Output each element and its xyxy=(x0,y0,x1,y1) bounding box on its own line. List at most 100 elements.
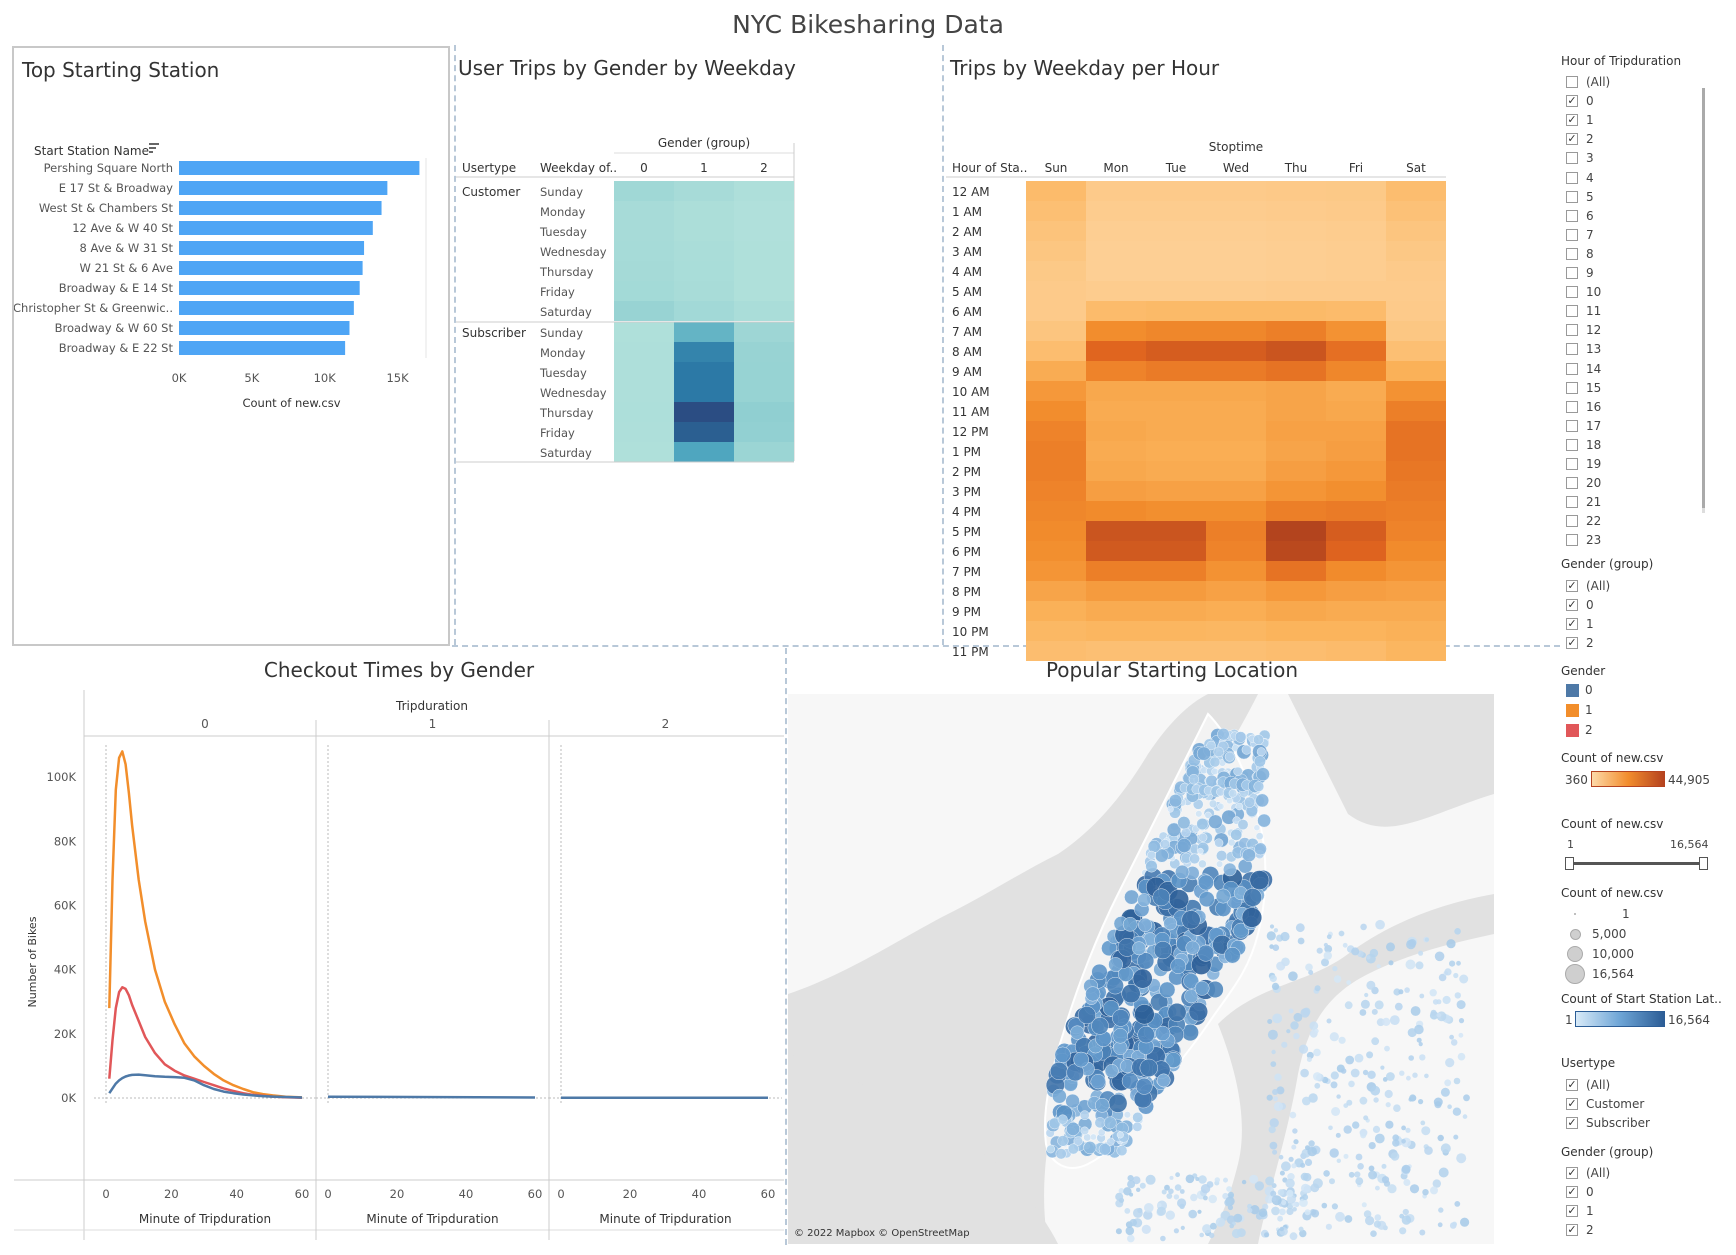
station-dot[interactable] xyxy=(1328,1125,1333,1131)
slider-track[interactable] xyxy=(1570,862,1703,865)
station-dot[interactable] xyxy=(1458,1018,1465,1024)
station-dot[interactable] xyxy=(1085,986,1101,1002)
heatmap-cell[interactable] xyxy=(1326,241,1386,261)
filter-option[interactable]: 12 xyxy=(1566,321,1601,339)
checkbox[interactable] xyxy=(1566,247,1578,260)
station-dot[interactable] xyxy=(1262,1203,1269,1210)
heatmap-cell[interactable] xyxy=(1326,421,1386,441)
station-dot[interactable] xyxy=(1302,1007,1311,1016)
station-dot[interactable] xyxy=(1197,944,1215,962)
station-dot[interactable] xyxy=(1255,793,1270,808)
station-dot[interactable] xyxy=(1160,839,1170,850)
filter-option[interactable]: 15 xyxy=(1566,379,1601,397)
station-dot[interactable] xyxy=(1052,1088,1067,1104)
checkbox[interactable] xyxy=(1566,534,1578,547)
checkbox[interactable] xyxy=(1566,343,1578,356)
heatmap-cell[interactable] xyxy=(1026,481,1086,501)
heatmap-cell[interactable] xyxy=(1086,601,1146,621)
station-dot[interactable] xyxy=(1106,1137,1115,1146)
checkbox[interactable] xyxy=(1566,190,1578,203)
station-dot[interactable] xyxy=(1299,1229,1307,1238)
station-dot[interactable] xyxy=(1090,1133,1097,1141)
station-dot[interactable] xyxy=(1314,985,1321,992)
station-dot[interactable] xyxy=(1209,1232,1215,1239)
station-dot[interactable] xyxy=(1330,1081,1338,1089)
station-dot[interactable] xyxy=(1429,989,1437,997)
station-dot[interactable] xyxy=(1170,958,1187,974)
gender-weekday-heatmap[interactable]: Gender (group) Usertype Weekday of.. 0 1 2 Sun… xyxy=(456,91,940,471)
heatmap-cell[interactable] xyxy=(614,442,674,462)
station-dot[interactable] xyxy=(1311,1209,1320,1218)
station-dot[interactable] xyxy=(1445,1058,1455,1068)
station-dot[interactable] xyxy=(1295,923,1305,933)
station-dot[interactable] xyxy=(1133,1208,1143,1218)
heatmap-cell[interactable] xyxy=(1326,221,1386,241)
checkbox[interactable] xyxy=(1566,496,1578,509)
heatmap-cell[interactable] xyxy=(1146,221,1206,241)
station-dot[interactable] xyxy=(1382,1017,1391,1026)
station-dot[interactable] xyxy=(1375,1185,1380,1191)
station-dot[interactable] xyxy=(1401,1164,1411,1174)
station-dot[interactable] xyxy=(1462,1114,1468,1119)
station-dot[interactable] xyxy=(1404,987,1410,993)
checkbox[interactable] xyxy=(1566,438,1578,451)
heatmap-cell[interactable] xyxy=(1326,501,1386,521)
station-dot[interactable] xyxy=(1292,1207,1297,1212)
station-dot[interactable] xyxy=(1156,1073,1171,1088)
heatmap-cell[interactable] xyxy=(1386,561,1446,581)
station-dot[interactable] xyxy=(1300,1068,1309,1078)
station-dot[interactable] xyxy=(1420,1120,1426,1126)
filter-option[interactable]: (All) xyxy=(1566,1164,1610,1182)
heatmap-cell[interactable] xyxy=(614,261,674,281)
checkbox[interactable] xyxy=(1566,95,1578,108)
station-dot[interactable] xyxy=(1375,919,1385,930)
station-dot[interactable] xyxy=(1301,1183,1310,1193)
checkout-line-chart[interactable]: Tripduration 0K 20K 40K 60K 80K 100K Number of … xyxy=(14,690,784,1250)
station-dot[interactable] xyxy=(1344,1215,1353,1223)
station-dot[interactable] xyxy=(1381,1163,1387,1169)
checkbox[interactable] xyxy=(1566,1079,1578,1091)
station-dot[interactable] xyxy=(1217,728,1230,741)
heatmap-cell[interactable] xyxy=(1266,281,1326,301)
station-dot[interactable] xyxy=(1269,974,1277,983)
filter-option[interactable]: 2 xyxy=(1566,1221,1594,1239)
series-line-0[interactable] xyxy=(327,1095,536,1099)
station-dot[interactable] xyxy=(1255,832,1264,840)
station-dot[interactable] xyxy=(1370,1085,1381,1096)
station-dot[interactable] xyxy=(1265,1194,1274,1204)
station-dot[interactable] xyxy=(1354,1053,1364,1063)
bar[interactable] xyxy=(179,221,373,235)
station-dot[interactable] xyxy=(1166,822,1182,837)
station-dot[interactable] xyxy=(1155,1025,1171,1042)
heatmap-cell[interactable] xyxy=(1386,641,1446,661)
station-dot[interactable] xyxy=(1250,1205,1260,1215)
heatmap-cell[interactable] xyxy=(1206,581,1266,601)
station-dot[interactable] xyxy=(1132,1111,1144,1123)
station-dot[interactable] xyxy=(1442,995,1451,1005)
station-dot[interactable] xyxy=(1452,1107,1462,1116)
station-dot[interactable] xyxy=(1368,1165,1375,1172)
station-dot[interactable] xyxy=(1437,1222,1443,1228)
checkbox[interactable] xyxy=(1566,1117,1578,1129)
station-dot[interactable] xyxy=(1272,1013,1283,1024)
heatmap-cell[interactable] xyxy=(674,442,734,462)
bar[interactable] xyxy=(179,201,382,215)
station-dot[interactable] xyxy=(1389,1015,1400,1025)
filter-option[interactable]: 5 xyxy=(1566,188,1594,206)
heatmap-cell[interactable] xyxy=(1146,401,1206,421)
station-dot[interactable] xyxy=(1179,1189,1185,1194)
station-dot[interactable] xyxy=(1190,1193,1198,1202)
heatmap-cell[interactable] xyxy=(1026,641,1086,661)
station-dot[interactable] xyxy=(1124,889,1139,905)
station-dot[interactable] xyxy=(1291,1144,1297,1150)
heatmap-cell[interactable] xyxy=(1026,621,1086,641)
heatmap-cell[interactable] xyxy=(734,402,794,422)
station-dot[interactable] xyxy=(1437,1134,1444,1142)
heatmap-cell[interactable] xyxy=(1386,281,1446,301)
station-dot[interactable] xyxy=(1091,963,1108,981)
heatmap-cell[interactable] xyxy=(674,342,734,362)
heatmap-cell[interactable] xyxy=(1086,201,1146,221)
station-dot[interactable] xyxy=(1121,984,1141,1004)
station-dot[interactable] xyxy=(1108,1093,1128,1113)
station-dot[interactable] xyxy=(1331,1203,1338,1210)
